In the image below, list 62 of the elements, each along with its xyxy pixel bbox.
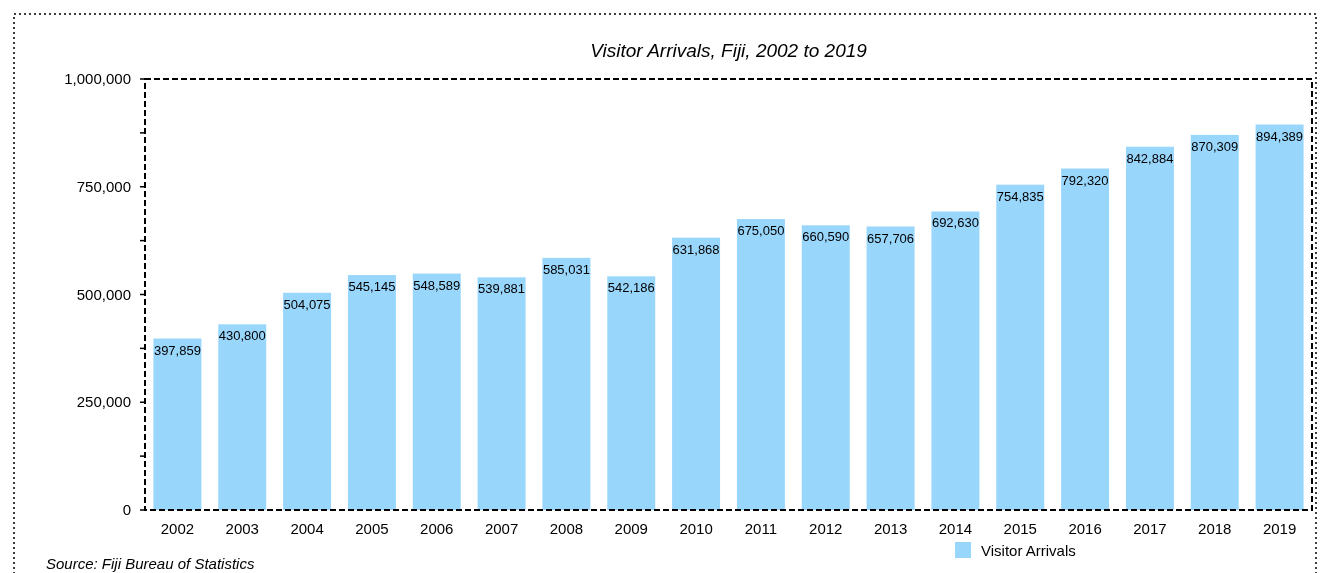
x-tick-label: 2009 [614, 520, 648, 537]
data-label: 430,800 [218, 328, 266, 344]
data-label: 894,389 [1256, 128, 1304, 144]
x-tick-label: 2005 [355, 520, 389, 537]
y-tick-label: 500,000 [76, 285, 131, 303]
x-tick-label: 2007 [484, 520, 519, 537]
data-label: 792,320 [1061, 172, 1109, 188]
data-label: 675,050 [737, 223, 785, 239]
data-label: 754,835 [996, 188, 1044, 204]
data-label: 504,075 [283, 296, 331, 312]
x-tick-label: 2017 [1133, 520, 1167, 537]
bar [477, 277, 526, 510]
x-tick-label: 2014 [938, 520, 973, 537]
y-tick-label: 0 [122, 501, 131, 518]
x-tick-label: 2010 [679, 520, 713, 537]
data-label: 631,868 [672, 241, 720, 257]
x-tick-label: 2019 [1262, 520, 1297, 537]
x-tick-label: 2006 [420, 520, 454, 537]
chart-title: Visitor Arrivals, Fiji, 2002 to 2019 [590, 40, 868, 61]
data-label: 545,145 [348, 279, 396, 295]
bar [607, 276, 656, 510]
y-tick-label: 750,000 [76, 177, 131, 195]
bar [672, 237, 721, 510]
bar [347, 275, 396, 510]
data-label: 660,590 [802, 229, 850, 245]
bar [801, 225, 850, 510]
bar [283, 292, 332, 510]
bar [153, 338, 202, 510]
data-label: 548,589 [413, 277, 461, 293]
bar [1061, 168, 1110, 510]
legend-label: Visitor Arrivals [981, 542, 1076, 559]
data-label: 539,881 [478, 281, 526, 297]
y-tick-label: 250,000 [76, 393, 131, 411]
data-label: 585,031 [542, 261, 590, 277]
data-label: 692,630 [931, 215, 979, 231]
bar [542, 257, 591, 510]
bar [736, 219, 785, 510]
x-tick-label: 2018 [1198, 520, 1232, 537]
x-tick-label: 2002 [160, 520, 195, 537]
x-tick-label: 2013 [873, 520, 908, 537]
bar [931, 211, 980, 510]
x-tick-label: 2003 [225, 520, 259, 537]
x-tick-label: 2011 [744, 520, 778, 537]
data-label: 870,309 [1191, 138, 1239, 154]
bar [218, 324, 267, 510]
bar [866, 226, 915, 510]
x-tick-label: 2012 [809, 520, 843, 537]
bar [1190, 134, 1239, 510]
data-label: 542,186 [607, 280, 655, 296]
source-note: Source: Fiji Bureau of Statistics [46, 555, 255, 572]
data-label: 397,859 [153, 342, 201, 358]
bar [1255, 124, 1304, 510]
bar [1125, 146, 1174, 510]
bar [996, 184, 1045, 510]
x-tick-label: 2008 [549, 520, 584, 537]
x-tick-label: 2004 [290, 520, 324, 537]
y-tick-label: 1,000,000 [64, 70, 131, 87]
data-label: 842,884 [1126, 150, 1174, 166]
x-tick-label: 2016 [1068, 520, 1102, 537]
data-label: 657,706 [867, 230, 915, 246]
x-tick-label: 2015 [1003, 520, 1037, 537]
bar [412, 273, 461, 510]
